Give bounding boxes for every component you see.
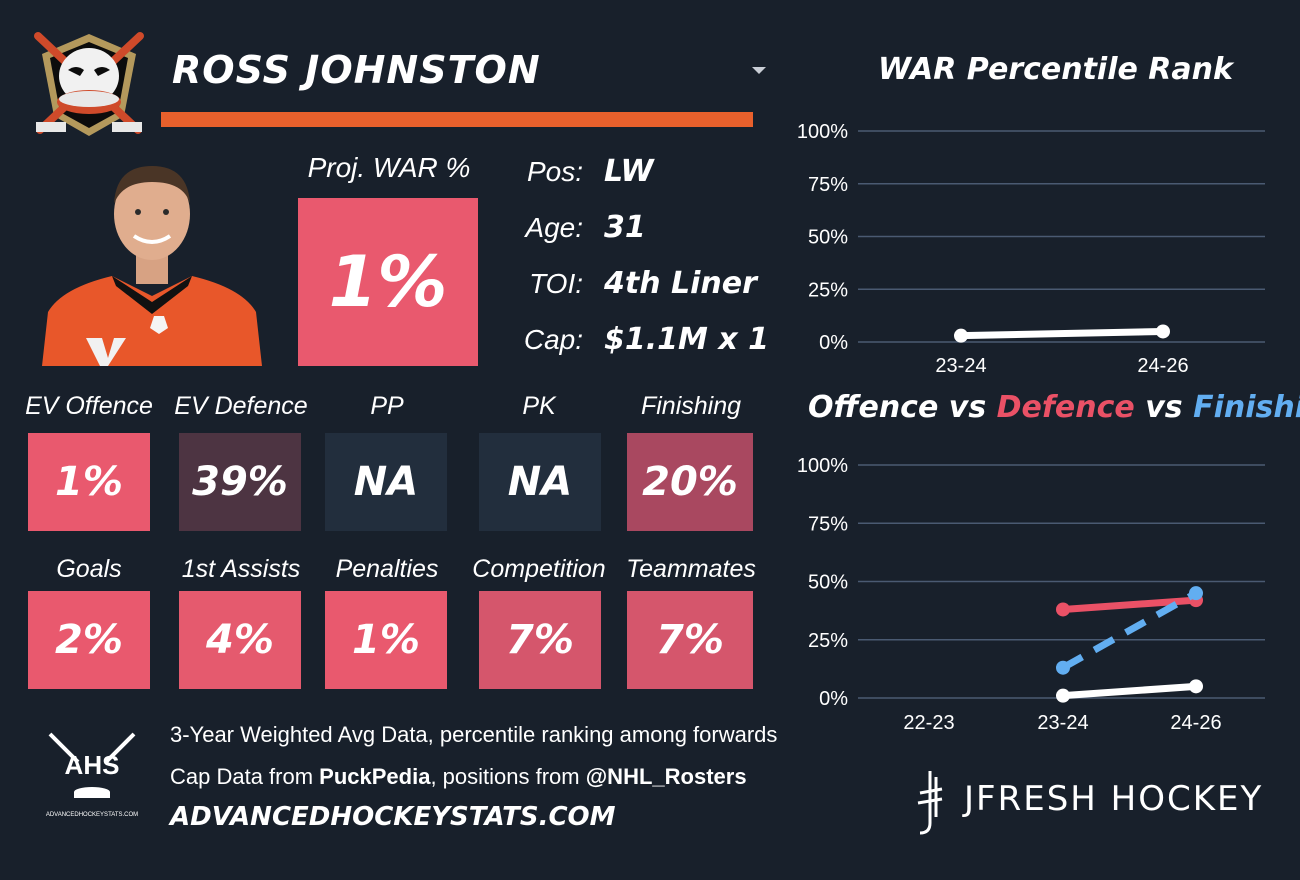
info-pos-key: Pos: [526,156,583,187]
ahs-logo-text: AHS [65,750,120,780]
ahs-logo: AHS ADVANCEDHOCKEYSTATS.COM [46,732,138,818]
chart1-xtick-label: 24-26 [1137,355,1188,377]
info-cap-value: $1.1M x 1 [604,322,769,357]
chart2-title: Offence vs Defence vs Finishing [808,390,1300,425]
chart2-title-finishing: Finishing [1193,390,1300,425]
stat-label-teammates: Teammates [626,555,756,583]
info-pos-value: LW [604,154,654,189]
player-name: ROSS JOHNSTON [172,48,541,92]
stat-tile-competition: 7% [479,591,601,689]
footer-line-2-prefix: Cap Data from [170,764,320,789]
stat-label-pk: PK [522,392,556,420]
info-age-value: 31 [604,210,646,245]
chart1-ytick-label: 50% [808,227,848,249]
ahs-logo-small-text: ADVANCEDHOCKEYSTATS.COM [46,812,138,818]
chart2-ytick-label: 50% [808,572,848,594]
war-percentile-chart: 100% 75% 50% 25% 0% 23-24 24-26 [797,121,1265,377]
chart2-series-line [1061,590,1198,671]
footer-line-1: 3-Year Weighted Avg Data, percentile ran… [170,722,778,747]
chart1-xtick-label: 23-24 [935,355,986,377]
stat-label-1st-assists: 1st Assists [181,555,301,583]
info-cap-key: Cap: [523,324,583,355]
stat-tile-penalties: 1% [325,591,447,689]
info-toi-value: 4th Liner [604,266,757,301]
chart1-data-point [954,328,968,343]
stat-label-ev-offence: EV Offence [25,392,153,420]
stat-label-goals: Goals [56,555,122,583]
proj-war-tile: 1% [298,198,478,366]
team-logo [34,32,144,136]
stat-tile-pk: NA [479,433,601,531]
chart2-xtick-label: 24-26 [1170,712,1221,734]
stat-tile-teammates: 7% [627,591,753,689]
chart1-ytick-label: 25% [808,279,848,301]
chart2-data-point [1189,679,1203,694]
chart1-ytick-label: 75% [808,174,848,196]
info-age-key: Age: [525,212,583,243]
offence-defence-finishing-chart: 100% 75% 50% 25% 0% 22-23 23-24 24-26 [797,455,1265,734]
player-photo [42,166,262,366]
chart2-ytick-label: 25% [808,630,848,652]
name-underline-bar [161,112,753,127]
stat-label-pp: PP [370,392,404,420]
stat-tile-ev-offence: 1% [28,433,150,531]
footer-line-2-mid: , positions from [430,764,586,789]
jfresh-brand: JFRESH HOCKEY [908,765,1288,837]
chart2-xtick-label: 22-23 [903,712,954,734]
chart2-data-point [1056,602,1070,617]
chart2-ytick-label: 0% [819,688,848,710]
chart1-ytick-label: 100% [797,121,848,143]
stat-label-finishing: Finishing [640,392,742,420]
chart2-title-offence: Offence [808,390,939,425]
stat-label-ev-defence: EV Defence [174,392,308,420]
puckpedia-link[interactable]: PuckPedia [319,764,431,789]
stat-tile-goals: 2% [28,591,150,689]
chart1-title: WAR Percentile Rank [878,52,1233,87]
chart1-ytick-label: 0% [819,332,848,354]
chart2-series-line [1059,682,1200,700]
chart2-title-vs-1: vs [938,390,997,425]
site-link[interactable]: ADVANCEDHOCKEYSTATS.COM [170,802,616,832]
nhl-rosters-link[interactable]: @NHL_Rosters [585,764,747,789]
chart2-ytick-label: 100% [797,455,848,477]
stat-tile-ev-defence: 39% [179,433,301,531]
stat-label-competition: Competition [472,555,606,583]
chart1-series-line [957,327,1167,340]
info-toi-key: TOI: [529,268,583,299]
chart2-data-point [1189,586,1203,601]
chart2-data-point [1056,688,1070,703]
jfresh-brand-text: JFRESH HOCKEY [964,779,1264,819]
proj-war-label: Proj. WAR % [307,152,471,183]
stat-tile-1st-assists: 4% [179,591,301,689]
chart2-xtick-label: 23-24 [1037,712,1088,734]
chart1-data-point [1156,324,1170,339]
chart2-title-defence: Defence [996,390,1135,425]
stat-label-penalties: Penalties [335,555,439,583]
footer-line-2: Cap Data from PuckPedia, positions from … [170,764,747,790]
jfresh-logo-icon [917,771,943,835]
stat-tile-pp: NA [325,433,447,531]
chart2-ytick-label: 75% [808,513,848,535]
stat-tile-finishing: 20% [627,433,753,531]
chart2-title-vs-2: vs [1134,390,1194,425]
chevron-down-icon[interactable] [748,60,770,80]
chart2-data-point [1056,660,1070,675]
